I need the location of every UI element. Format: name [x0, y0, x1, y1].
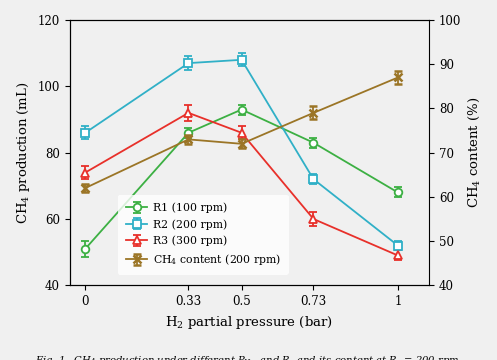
Legend: R1 (100 rpm), R2 (200 rpm), R3 (300 rpm), CH$_4$ content (200 rpm): R1 (100 rpm), R2 (200 rpm), R3 (300 rpm)… [118, 195, 289, 275]
Text: Fig. 1.  CH$_4$ production under different $P_{H_2}$  and R$_s$ and its content : Fig. 1. CH$_4$ production under differen… [35, 355, 462, 360]
Y-axis label: CH$_4$ production (mL): CH$_4$ production (mL) [15, 81, 32, 224]
Y-axis label: CH$_4$ content (%): CH$_4$ content (%) [467, 97, 482, 208]
X-axis label: H$_2$ partial pressure (bar): H$_2$ partial pressure (bar) [166, 314, 333, 330]
